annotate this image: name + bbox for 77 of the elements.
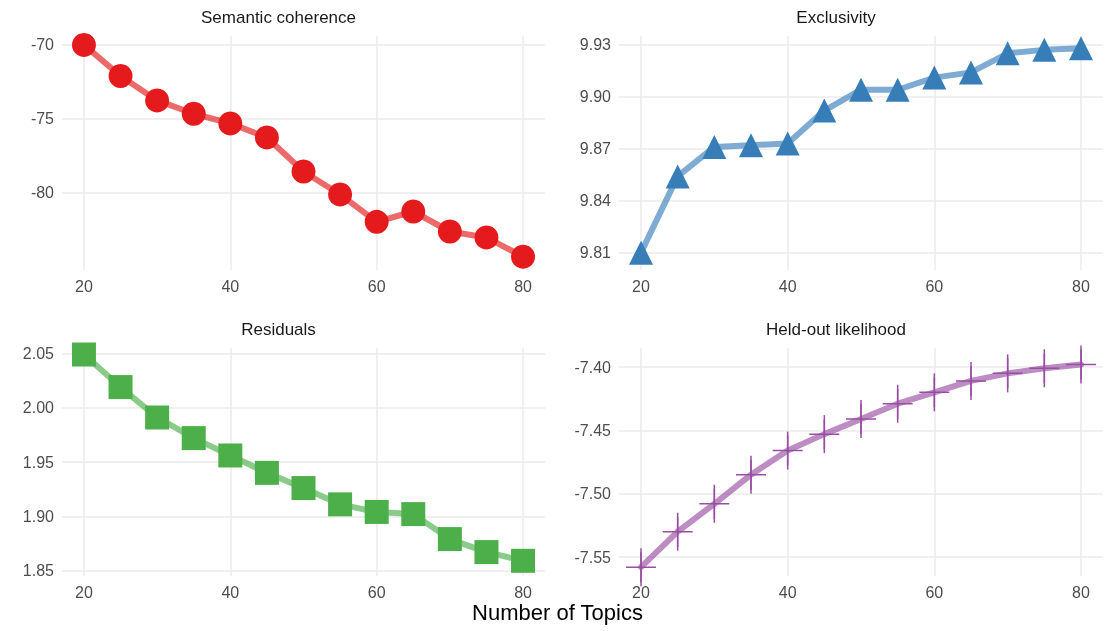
y-tick-label: 2.05 [22,344,55,362]
point [181,426,206,451]
y-tick-label: -7.55 [574,548,612,566]
x-tick-label: 80 [1072,277,1090,295]
point [849,77,873,102]
chart-title: Residuals [241,320,316,339]
point [629,240,653,265]
point [1032,37,1057,62]
point [437,219,462,244]
y-tick-label: 9.90 [579,88,612,106]
point [328,492,353,517]
point [328,182,353,207]
point [511,244,536,269]
point [775,131,800,156]
y-tick-label: -80 [30,184,55,202]
y-tick-label: 1.90 [22,507,55,525]
point [995,41,1020,66]
x-tick-label: 60 [367,583,386,601]
x-tick-label: 20 [632,583,650,601]
point [291,159,316,184]
y-tick-label: -75 [30,110,55,128]
chart-title: Exclusivity [796,8,877,27]
point [812,98,837,123]
point [108,63,133,88]
point [959,60,983,85]
y-tick-label: 9.81 [579,244,612,262]
x-tick-label: 20 [75,583,93,601]
y-tick-label: 1.85 [22,562,55,580]
point [401,199,426,224]
point [702,134,727,159]
y-tick-label: 9.84 [579,192,612,210]
x-tick-label: 60 [367,277,386,295]
point [739,133,763,158]
point [401,502,426,527]
y-tick-label: -7.40 [574,358,612,376]
x-tick-label: 60 [925,583,944,601]
x-tick-label: 40 [221,583,240,601]
point [665,164,690,189]
point [364,499,389,524]
point [291,476,316,501]
chart-title: Held-out likelihood [766,320,906,339]
x-tick-label: 60 [925,277,944,295]
x-tick-label: 40 [221,277,240,295]
x-tick-label: 20 [632,277,650,295]
point [218,111,243,136]
point [437,527,462,552]
point [71,32,96,57]
point [474,225,499,250]
x-axis-title: Number of Topics [471,600,644,626]
point [145,88,170,113]
y-tick-label: 1.95 [22,453,55,471]
point [145,405,170,430]
point [254,125,279,150]
point [108,375,133,400]
y-tick-label: -7.45 [574,421,612,439]
point [364,209,389,234]
point [1069,36,1093,61]
y-tick-label: -7.50 [574,485,612,503]
x-tick-label: 80 [514,583,533,601]
x-tick-label: 40 [778,583,797,601]
x-tick-label: 40 [778,277,797,295]
point [885,77,910,102]
point [254,460,279,485]
x-tick-label: 20 [75,277,93,295]
y-tick-label: 2.00 [22,399,55,417]
x-tick-label: 80 [514,277,533,295]
y-tick-label: 9.87 [579,140,612,158]
point [71,342,96,367]
point [922,65,947,90]
point [218,443,243,468]
x-tick-label: 80 [1072,583,1090,601]
point [181,101,206,126]
point [511,548,536,573]
y-tick-label: -70 [30,36,55,54]
y-tick-label: 9.93 [579,36,612,54]
point [474,540,499,565]
chart-title: Semantic coherence [201,8,356,27]
